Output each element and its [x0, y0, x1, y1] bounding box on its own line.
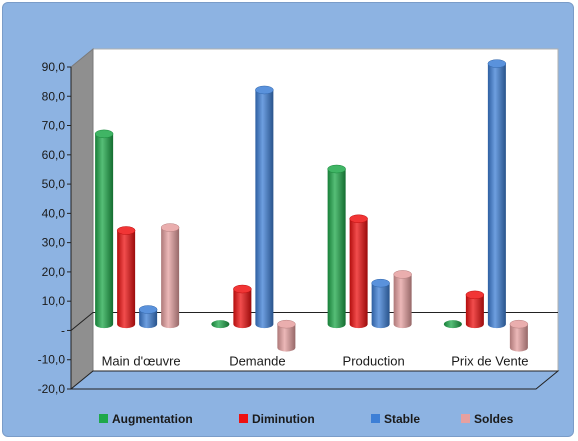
legend-item-augmentation: Augmentation — [99, 412, 193, 426]
y-tick-label: 70,0 — [42, 119, 66, 133]
bar-stable-main-d-oeuvre — [138, 305, 158, 329]
legend-item-soldes: Soldes — [461, 412, 514, 426]
x-category-label-main-d-oeuvre: Main d'œuvre — [102, 353, 181, 368]
bar-diminution-demande — [233, 284, 252, 329]
y-tick-label: 10,0 — [42, 294, 66, 308]
legend-label-diminution: Diminution — [252, 412, 315, 426]
x-category-label-demande: Demande — [229, 353, 285, 368]
legend-swatch-diminution — [239, 414, 248, 423]
bar-soldes-production — [393, 270, 412, 329]
y-tick-label: 40,0 — [42, 206, 66, 220]
bar-soldes-prix-de-vente — [509, 319, 529, 352]
bar-augmentation-demande — [211, 320, 230, 329]
bar-augmentation-production — [327, 164, 346, 329]
x-axis-category-labels: Main d'œuvre Demande Production Prix de Ven… — [102, 353, 529, 368]
y-tick-label: 50,0 — [42, 177, 66, 191]
bar-diminution-prix-de-vente — [465, 290, 485, 329]
legend: Augmentation Diminution Stable Soldes — [99, 412, 514, 426]
bar-stable-demande — [255, 85, 274, 329]
y-tick-label: 60,0 — [42, 148, 66, 162]
bar-soldes-main-d-oeuvre — [160, 223, 180, 329]
bar-stable-production — [371, 278, 390, 329]
floor — [69, 370, 560, 390]
bar-augmentation-main-d-oeuvre — [94, 129, 114, 329]
legend-swatch-augmentation — [99, 414, 108, 423]
y-tick-label: 90,0 — [42, 60, 66, 74]
legend-label-augmentation: Augmentation — [112, 412, 193, 426]
bar-stable-prix-de-vente — [487, 59, 507, 329]
bar-diminution-production — [349, 214, 368, 329]
legend-swatch-soldes — [461, 414, 470, 423]
bar-chart: 90,0 80,0 70,0 60,0 50,0 40,0 30,0 20,0 10,0 - -10… — [38, 47, 560, 426]
x-category-label-prix-de-vente: Prix de Vente — [451, 353, 528, 368]
legend-item-stable: Stable — [371, 412, 420, 426]
y-tick-label: - — [61, 323, 65, 337]
bar-augmentation-prix-de-vente — [443, 320, 462, 329]
x-category-label-production: Production — [343, 353, 405, 368]
y-tick-label: 20,0 — [42, 265, 66, 279]
y-tick-label: -10,0 — [38, 353, 66, 367]
chart-frame: 90,0 80,0 70,0 60,0 50,0 40,0 30,0 20,0 10,0 - -10… — [2, 2, 574, 437]
legend-swatch-stable — [371, 414, 380, 423]
y-tick-label: 30,0 — [42, 236, 66, 250]
bars — [94, 59, 529, 352]
bar-diminution-main-d-oeuvre — [116, 226, 136, 329]
plot-walls — [69, 47, 560, 391]
y-tick-label: -20,0 — [38, 382, 66, 396]
legend-label-stable: Stable — [384, 412, 420, 426]
side-wall — [70, 47, 94, 391]
legend-label-soldes: Soldes — [474, 412, 514, 426]
legend-item-diminution: Diminution — [239, 412, 315, 426]
bar-soldes-demande — [277, 319, 296, 352]
y-axis-ticks: 90,0 80,0 70,0 60,0 50,0 40,0 30,0 20,0 10,0 - -10… — [38, 60, 71, 396]
y-tick-label: 80,0 — [42, 89, 66, 103]
